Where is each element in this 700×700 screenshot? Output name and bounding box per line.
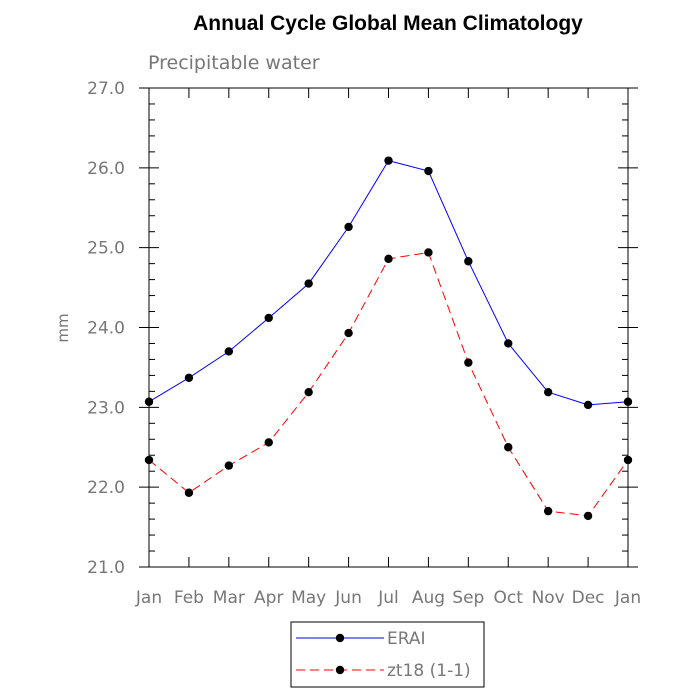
data-point	[304, 387, 313, 397]
data-point	[344, 328, 353, 338]
y-tick-label: 24.0	[87, 319, 125, 339]
data-point	[464, 257, 473, 266]
data-point	[224, 461, 234, 470]
data-point	[264, 438, 273, 447]
x-tick-label: Apr	[254, 588, 283, 608]
data-point	[623, 397, 633, 406]
data-point	[184, 373, 194, 382]
series-1	[144, 248, 633, 521]
data-point	[464, 358, 473, 367]
data-point	[384, 254, 393, 264]
y-tick-label: 25.0	[87, 239, 125, 259]
data-point	[304, 279, 313, 288]
x-tick-label: Sep	[452, 588, 484, 608]
data-point	[543, 387, 553, 397]
data-point	[583, 400, 593, 410]
y-tick-label: 22.0	[87, 478, 125, 498]
data-point	[623, 455, 633, 465]
chart-title: Annual Cycle Global Mean Climatology	[193, 12, 583, 35]
legend: ERAI zt18 (1-1)	[290, 621, 485, 688]
y-tick-label: 21.0	[87, 558, 125, 578]
data-point	[224, 347, 234, 356]
legend-label-zt18: zt18 (1-1)	[387, 661, 471, 681]
x-tick-label: May	[291, 588, 326, 608]
series-line	[148, 251, 629, 517]
legend-marker-zt18	[335, 665, 345, 675]
data-point	[264, 313, 273, 323]
data-point	[144, 397, 154, 406]
x-tick-label: Jun	[334, 588, 362, 608]
x-tick-label: Feb	[174, 588, 204, 608]
data-point	[424, 248, 433, 257]
x-tick-label: Mar	[213, 588, 245, 608]
x-tick-label: Aug	[412, 588, 445, 608]
data-point	[543, 506, 553, 516]
x-tick-label: Oct	[494, 588, 524, 608]
series-0	[144, 156, 633, 410]
data-point	[144, 455, 154, 465]
legend-label-erai: ERAI	[387, 629, 426, 649]
series-layer	[144, 156, 633, 521]
x-tick-labels: Jan Feb Mar Apr May Jun Jul Aug Sep Oct Nov Dec Jan	[135, 588, 641, 608]
x-tick-label: Dec	[572, 588, 605, 608]
x-tick-label: Jan	[135, 588, 162, 608]
y-tick-label: 27.0	[87, 79, 125, 99]
y-tick-labels: 21.0 22.0 23.0 24.0 25.0 26.0 27.0	[87, 79, 125, 578]
y-tick-label: 23.0	[87, 398, 125, 418]
y-tick-label: 26.0	[87, 159, 125, 179]
legend-box	[290, 621, 485, 688]
series-line	[148, 160, 629, 406]
chart-subtitle: Precipitable water	[148, 52, 320, 74]
axis-ticks	[139, 87, 638, 568]
data-point	[384, 156, 393, 165]
data-point	[344, 222, 353, 232]
legend-marker-erai	[335, 633, 345, 643]
data-point	[583, 511, 593, 521]
data-point	[504, 339, 513, 348]
data-point	[184, 488, 194, 497]
data-point	[424, 166, 433, 176]
data-point	[504, 443, 513, 452]
x-tick-label: Jan	[614, 588, 641, 608]
y-axis-label: mm	[54, 313, 72, 342]
x-tick-label: Jul	[377, 588, 399, 608]
x-tick-label: Nov	[532, 588, 565, 608]
